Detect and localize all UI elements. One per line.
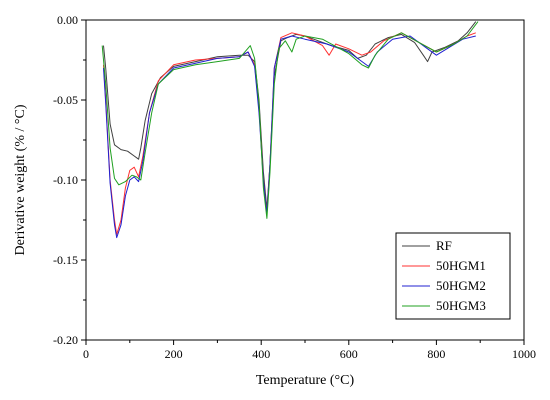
y-tick-label: -0.05 <box>53 93 78 107</box>
x-tick-label: 400 <box>252 347 270 361</box>
legend-label-50hgm1: 50HGM1 <box>436 258 486 273</box>
legend: RF 50HGM1 50HGM2 50HGM3 <box>395 232 511 320</box>
legend-box <box>395 232 511 320</box>
x-tick-label: 600 <box>340 347 358 361</box>
legend-label-50hgm2: 50HGM2 <box>436 278 486 293</box>
x-tick-label: 0 <box>83 347 89 361</box>
legend-label-50hgm3: 50HGM3 <box>436 298 486 313</box>
y-tick-label: 0.00 <box>57 13 78 27</box>
series-line-50hgm3 <box>101 21 479 219</box>
y-tick-label: -0.20 <box>53 333 78 347</box>
ticks-layer: 0 200 400 600 800 1000 0.00 -0.05 -0.10 -0.15 -0.2… <box>53 13 536 361</box>
y-axis-title: Derivative weight (% / °C) <box>13 104 28 255</box>
series-layer <box>101 21 479 239</box>
y-tick-label: -0.15 <box>53 253 78 267</box>
legend-label-rf: RF <box>436 238 452 253</box>
y-tick-label: -0.10 <box>53 173 78 187</box>
x-tick-label: 200 <box>165 347 183 361</box>
x-axis-title: Temperature (°C) <box>256 373 355 388</box>
x-tick-label: 1000 <box>512 347 536 361</box>
x-tick-label: 800 <box>427 347 445 361</box>
